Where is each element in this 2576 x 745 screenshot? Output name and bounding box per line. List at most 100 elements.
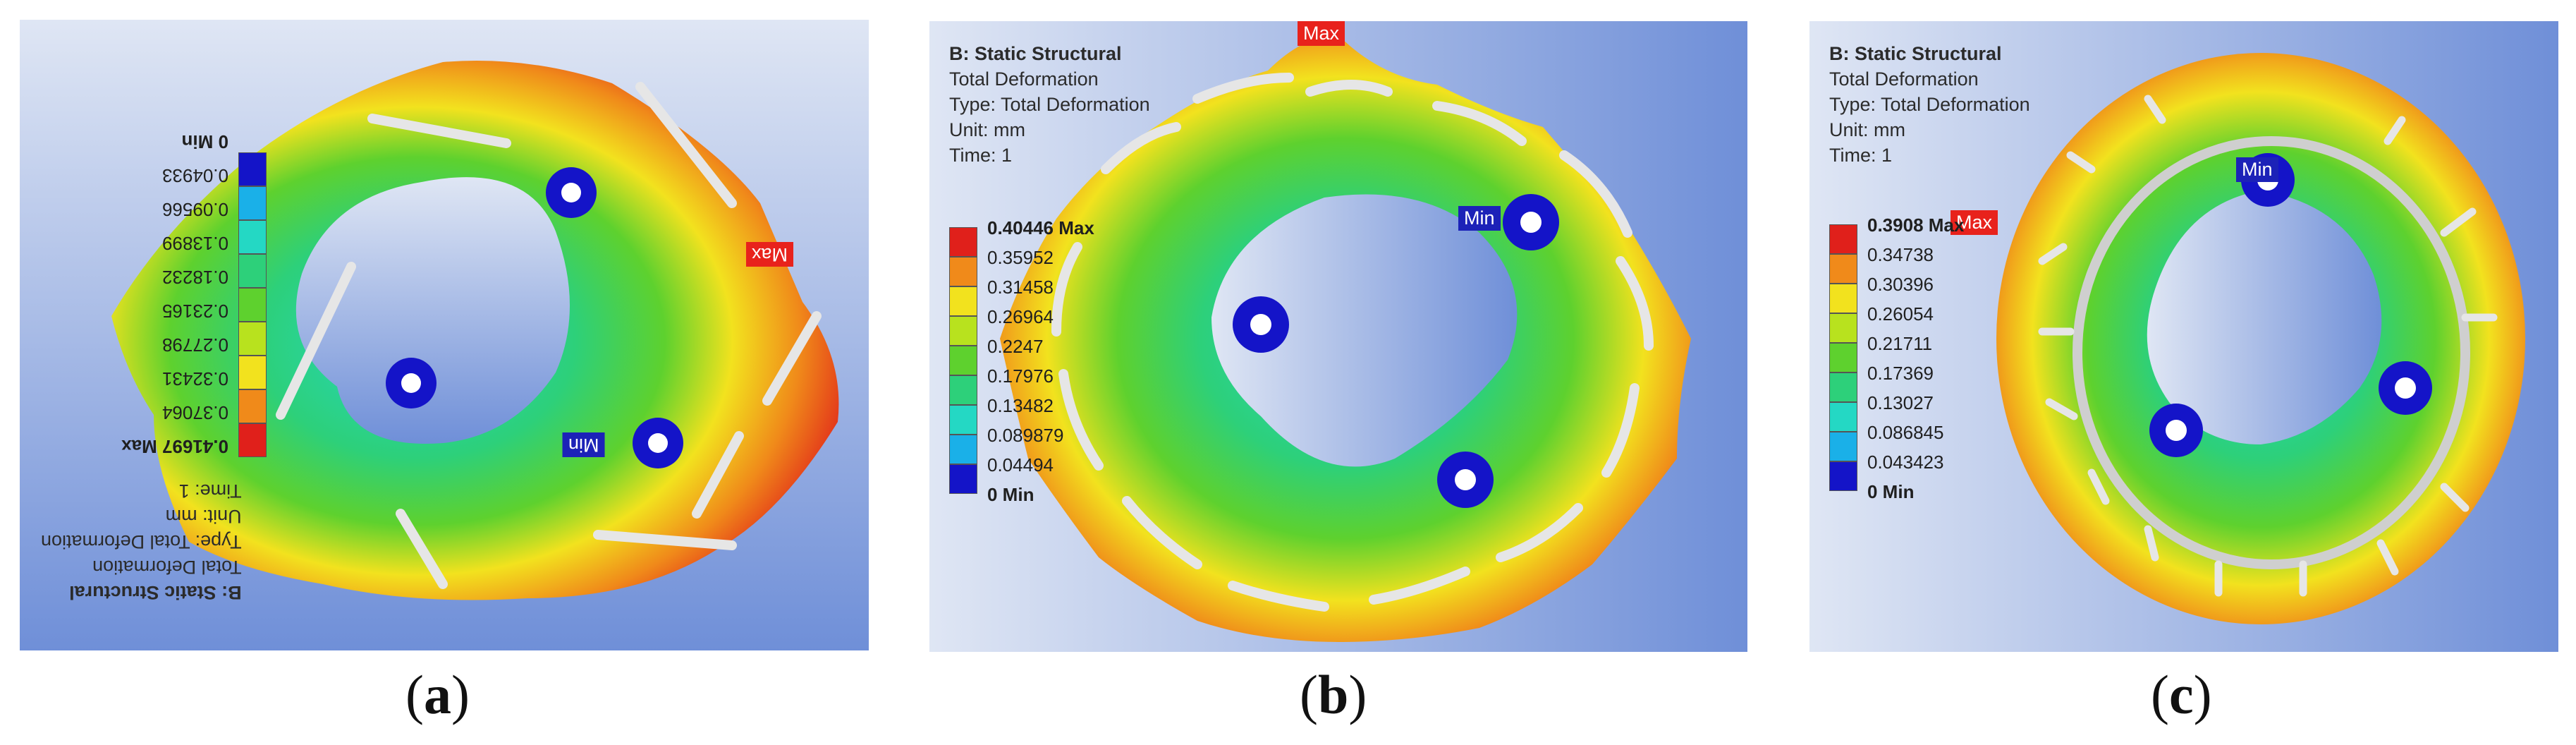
legend-label: 0.37064 bbox=[162, 402, 228, 423]
panel-a-plot bbox=[20, 20, 869, 650]
legend-label: 0.04933 bbox=[162, 165, 228, 186]
bolt-center-a1 bbox=[561, 183, 581, 202]
legend-swatch bbox=[1829, 254, 1857, 284]
header-b: B: Static Structural Total Deformation T… bbox=[949, 41, 1150, 168]
panel-a: Max Min 0.41697 Max 0.37064 0.32431 0.27… bbox=[20, 20, 869, 650]
legend-swatch bbox=[1829, 284, 1857, 313]
panel-c-plot bbox=[1809, 21, 2558, 652]
result-time: Time: 1 bbox=[178, 480, 242, 502]
legend-swatch bbox=[949, 346, 977, 375]
legend-swatch bbox=[949, 405, 977, 435]
min-marker-b: Min bbox=[1458, 206, 1501, 231]
min-marker-a: Min bbox=[563, 432, 605, 457]
bolt-center-a2 bbox=[401, 373, 421, 393]
legend-c: 0.3908 Max 0.34738 0.30396 0.26054 0.217… bbox=[1829, 214, 2055, 535]
legend-swatch bbox=[949, 435, 977, 464]
inner-ring-c bbox=[2073, 136, 2470, 569]
caption-letter: a bbox=[423, 664, 451, 725]
legend-swatch bbox=[238, 322, 267, 356]
legend-swatch bbox=[1829, 343, 1857, 372]
legend-swatch bbox=[238, 288, 267, 322]
legend-label: 0.31458 bbox=[987, 277, 1054, 298]
legend-label: 0.089879 bbox=[987, 425, 1064, 446]
legend-label: 0.18232 bbox=[162, 267, 228, 288]
panel-b-plot bbox=[929, 21, 1747, 652]
legend-swatch bbox=[1829, 402, 1857, 432]
legend-label: 0.13899 bbox=[162, 233, 228, 254]
cooling-slots-a bbox=[276, 82, 822, 589]
legend-swatch bbox=[1829, 224, 1857, 254]
legend-label: 0 Min bbox=[1867, 481, 1915, 502]
legend-b: 0.40446 Max 0.35952 0.31458 0.26964 0.22… bbox=[949, 217, 1175, 538]
panel-c: Max Min B: Static Structural Total Defor… bbox=[1809, 21, 2558, 652]
legend-label: 0.35952 bbox=[987, 247, 1054, 268]
caption-letter: b bbox=[1317, 664, 1349, 725]
legend-swatch bbox=[238, 220, 267, 254]
legend-swatch bbox=[238, 254, 267, 288]
analysis-title: B: Static Structural bbox=[69, 582, 242, 603]
legend-label: 0 Min bbox=[987, 484, 1034, 505]
max-marker-b: Max bbox=[1298, 21, 1345, 46]
legend-label: 0.04494 bbox=[987, 454, 1054, 476]
legend-label: 0.30396 bbox=[1867, 274, 1934, 295]
legend-label: 0.17369 bbox=[1867, 363, 1934, 384]
result-name: Total Deformation bbox=[949, 68, 1099, 90]
legend-label: 0.13482 bbox=[987, 395, 1054, 416]
bolt-center-b2 bbox=[1250, 314, 1271, 335]
legend-swatch bbox=[1829, 372, 1857, 402]
result-unit: Unit: mm bbox=[949, 119, 1025, 140]
caption-c: (c) bbox=[2151, 664, 2212, 725]
legend-label: 0.40446 Max bbox=[987, 217, 1094, 238]
legend-label: 0.3908 Max bbox=[1867, 214, 1965, 236]
result-unit: Unit: mm bbox=[1829, 119, 1905, 140]
legend-swatch bbox=[238, 186, 267, 220]
center-hole-a bbox=[295, 177, 570, 444]
cooling-slots-c bbox=[2038, 95, 2498, 597]
panel-b: Max Min B: Static Structural Total Defor… bbox=[929, 21, 1747, 652]
legend-swatch bbox=[238, 152, 267, 186]
bolt-center-c3 bbox=[2395, 377, 2416, 399]
legend-swatch bbox=[949, 257, 977, 286]
legend-label: 0.23165 bbox=[162, 301, 228, 322]
bolt-center-a3 bbox=[648, 433, 668, 453]
legend-label: 0.27798 bbox=[162, 334, 228, 356]
caption-a: (a) bbox=[405, 664, 470, 725]
result-type: Type: Total Deformation bbox=[1829, 94, 2030, 115]
legend-label: 0.41697 Max bbox=[121, 436, 228, 457]
max-marker-c: Max bbox=[1951, 210, 1998, 235]
legend-label: 0.13027 bbox=[1867, 392, 1934, 413]
legend-label: 0.34738 bbox=[1867, 244, 1934, 265]
legend-label: 0.26964 bbox=[987, 306, 1054, 327]
legend-swatch bbox=[238, 389, 267, 423]
min-marker-c: Min bbox=[2236, 157, 2278, 182]
legend-label: 0.26054 bbox=[1867, 303, 1934, 325]
header-c: B: Static Structural Total Deformation T… bbox=[1829, 41, 2030, 168]
legend-label: 0.09566 bbox=[162, 199, 228, 220]
bolt-center-b1 bbox=[1520, 212, 1542, 233]
bolt-center-c2 bbox=[2166, 420, 2187, 441]
result-name: Total Deformation bbox=[1829, 68, 1979, 90]
legend-swatch bbox=[949, 316, 977, 346]
result-name: Total Deformation bbox=[92, 557, 242, 578]
legend-swatch bbox=[238, 356, 267, 389]
legend-swatch bbox=[238, 423, 267, 457]
legend-swatch bbox=[1829, 313, 1857, 343]
legend-swatch bbox=[1829, 461, 1857, 491]
legend-label: 0.32431 bbox=[162, 368, 228, 389]
legend-swatch bbox=[1829, 432, 1857, 461]
cooling-slots-b bbox=[1051, 73, 1654, 612]
center-hole-b bbox=[1211, 194, 1518, 467]
result-type: Type: Total Deformation bbox=[949, 94, 1150, 115]
legend-swatch bbox=[949, 464, 977, 494]
result-unit: Unit: mm bbox=[165, 506, 242, 527]
bolt-center-b3 bbox=[1455, 469, 1476, 490]
result-time: Time: 1 bbox=[1829, 145, 1893, 166]
legend-swatch bbox=[949, 286, 977, 316]
result-type: Type: Total Deformation bbox=[41, 531, 242, 552]
legend-a: 0.41697 Max 0.37064 0.32431 0.27798 0.23… bbox=[41, 119, 267, 457]
analysis-title: B: Static Structural bbox=[1829, 43, 2002, 64]
caption-letter: c bbox=[2168, 664, 2194, 725]
legend-swatch bbox=[949, 375, 977, 405]
analysis-title: B: Static Structural bbox=[949, 43, 1122, 64]
center-hole-c bbox=[2147, 190, 2382, 444]
